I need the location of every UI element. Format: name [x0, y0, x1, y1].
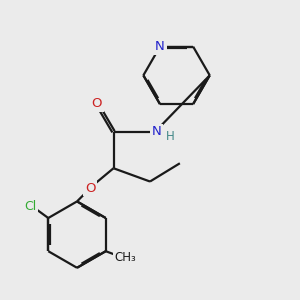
Text: H: H: [166, 130, 175, 143]
Text: CH₃: CH₃: [115, 251, 136, 264]
Text: N: N: [152, 125, 161, 138]
Text: O: O: [85, 182, 95, 195]
Text: O: O: [92, 97, 102, 110]
Text: Cl: Cl: [24, 200, 36, 213]
Text: N: N: [155, 40, 165, 53]
